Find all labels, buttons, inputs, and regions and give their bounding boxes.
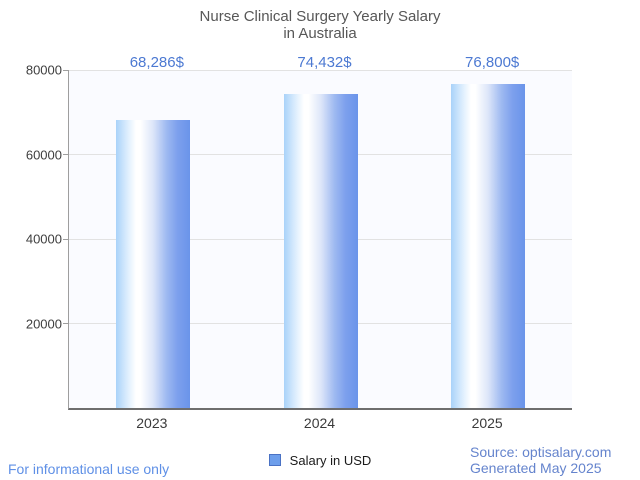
y-axis-label: 80000 (25, 62, 62, 78)
legend-swatch-icon (268, 454, 281, 466)
chart-title: Nurse Clinical Surgery Yearly Salary in … (0, 8, 640, 42)
annotations-layer: 68,286$ 74,432$ 76,800$ (68, 54, 571, 74)
footer-attribution: Source: optisalary.com Generated May 202… (470, 444, 611, 476)
gridline (69, 69, 572, 71)
bar-2024[interactable] (283, 93, 358, 408)
x-axis-label: 2023 (136, 415, 168, 431)
y-axis-label: 40000 (25, 231, 62, 247)
x-axis: 2023 2024 2025 (68, 415, 571, 433)
bar-value-label: 68,286$ (129, 54, 184, 71)
chart-title-line1: Nurse Clinical Surgery Yearly Salary (199, 8, 441, 25)
chart-title-line2: in Australia (283, 25, 357, 42)
y-axis-label: 20000 (25, 316, 62, 331)
legend: Salary in USD (0, 452, 640, 468)
footer-disclaimer: For informational use only (8, 461, 170, 477)
y-axis-label: 60000 (25, 147, 62, 162)
x-axis-label: 2025 (471, 415, 503, 431)
x-axis-label: 2024 (303, 415, 336, 431)
y-axis-tick (63, 69, 68, 71)
y-axis-tick (63, 323, 68, 324)
plot-area (63, 69, 572, 410)
bar-2023[interactable] (115, 119, 190, 408)
bar-value-label: 74,432$ (297, 54, 352, 71)
footer-source: Source: optisalary.com (470, 444, 612, 460)
y-axis-tick (63, 238, 68, 240)
bar-2025[interactable] (451, 83, 526, 408)
bar-value-label: 76,800$ (465, 54, 520, 71)
footer-generated: Generated May 2025 (470, 460, 602, 476)
y-axis-tick (63, 154, 68, 155)
legend-label: Salary in USD (289, 452, 372, 468)
